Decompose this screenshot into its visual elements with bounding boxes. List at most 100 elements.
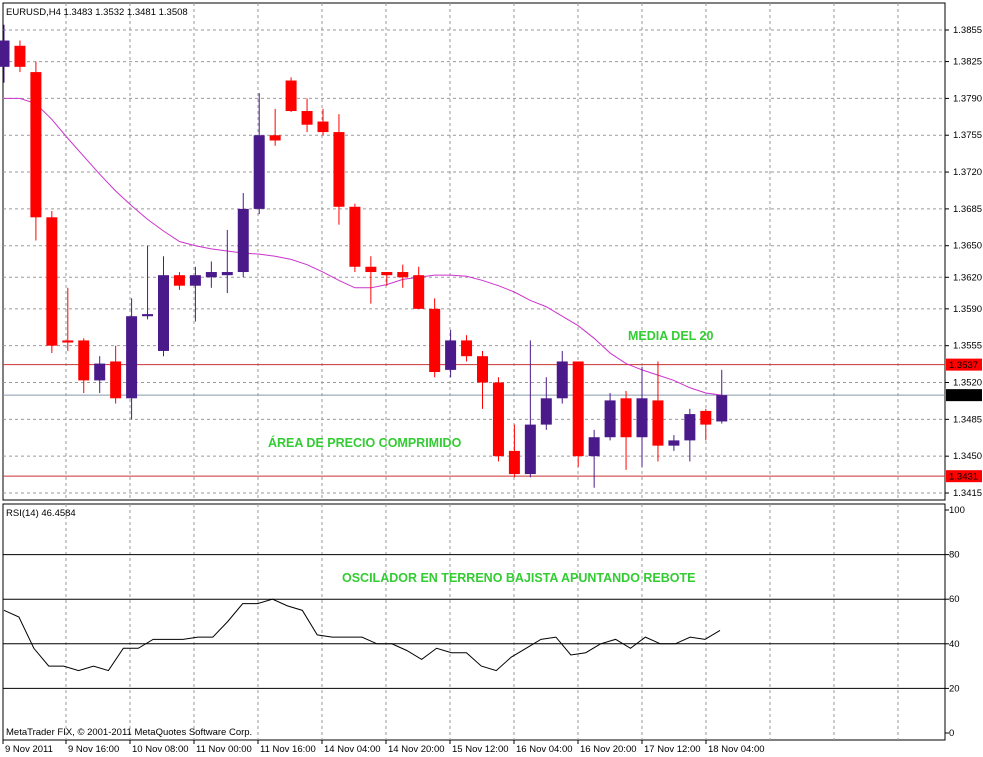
candle-body (349, 206, 361, 267)
price-ytick-label: 1.3485 (953, 414, 982, 425)
xtick-label: 15 Nov 12:00 (452, 744, 509, 755)
candle (508, 424, 520, 478)
candle (716, 369, 728, 424)
price-panel (0, 24, 945, 488)
candle-body (684, 414, 696, 441)
candle (0, 24, 10, 83)
candle-body (572, 361, 584, 457)
price-ytick-label: 1.3755 (953, 130, 982, 141)
price-tag-label: 1.3537 (949, 360, 978, 371)
candle-body (652, 400, 664, 446)
grid (2, 2, 946, 741)
candle (142, 245, 154, 320)
rsi-line (3, 598, 721, 672)
xtick-label: 9 Nov 16:00 (68, 744, 119, 755)
candle (445, 329, 457, 378)
xtick-label: 11 Nov 00:00 (196, 744, 252, 755)
rsi-ytick-label: 0 (949, 728, 954, 739)
candle (684, 408, 696, 462)
rsi-ytick-label: 20 (949, 683, 960, 694)
xtick-label: 17 Nov 12:00 (644, 744, 701, 755)
candle-body (317, 121, 329, 133)
copyright-text: MetaTrader FIX, © 2001-2011 MetaQuotes S… (6, 727, 252, 738)
price-tag-bg (946, 358, 982, 371)
candle (173, 272, 185, 290)
candle (620, 390, 632, 470)
price-ytick-label: 1.3415 (953, 488, 982, 499)
candle (14, 40, 26, 73)
candle (237, 193, 249, 278)
candle (588, 429, 600, 488)
candle-body (461, 340, 473, 357)
candle (492, 377, 504, 462)
candle-body (158, 275, 169, 351)
candle-body (30, 72, 42, 218)
candle-body (269, 135, 281, 141)
ma-label: MEDIA DEL 20 (628, 329, 713, 343)
candle (189, 266, 201, 322)
candle (636, 366, 648, 467)
xtick-label: 14 Nov 04:00 (324, 744, 381, 755)
candle (269, 108, 281, 146)
candle-body (492, 382, 504, 457)
candle-body (62, 340, 74, 343)
price-annotation: ÁREA DE PRECIO COMPRIMIDO (268, 435, 462, 450)
candle (158, 256, 169, 357)
candle (46, 210, 58, 354)
candle-body (588, 437, 600, 457)
candle-body (126, 316, 138, 399)
candle (110, 345, 122, 404)
moving-average-line (4, 97, 722, 396)
candle-body (508, 450, 520, 475)
price-ytick-label: 1.3825 (953, 57, 982, 68)
candle-body (636, 398, 648, 438)
xtick-label: 16 Nov 04:00 (516, 744, 573, 755)
candle (381, 272, 393, 286)
candle-body (397, 272, 409, 278)
candle (126, 298, 138, 420)
candle (30, 61, 42, 241)
candle-body (253, 135, 265, 209)
price-ytick-label: 1.3650 (953, 241, 982, 252)
candle-body (716, 395, 728, 422)
rsi-ytick-label: 60 (949, 594, 960, 605)
candle-body (445, 340, 457, 370)
price-ytick-label: 1.3555 (953, 341, 982, 352)
candle (62, 287, 74, 351)
rsi-annotation: OSCILADOR EN TERRENO BAJISTA APUNTANDO R… (342, 571, 696, 585)
candle (333, 114, 345, 225)
candle-body (556, 361, 568, 399)
candle-body (173, 275, 185, 286)
candle-body (604, 400, 616, 438)
candle-body (477, 356, 488, 383)
candle-body (0, 40, 10, 67)
candle (317, 108, 329, 136)
candle (397, 264, 409, 288)
price-ytick-label: 1.3685 (953, 204, 982, 215)
candle-body (620, 398, 632, 438)
candle (221, 229, 233, 294)
rsi-ytick-label: 100 (949, 505, 965, 516)
candle-body (381, 272, 393, 276)
candle-body (189, 275, 201, 286)
price-ytick-label: 1.3450 (953, 451, 982, 462)
price-ytick-label: 1.3720 (953, 167, 982, 178)
candle-body (700, 410, 712, 425)
candle (668, 435, 680, 451)
candle (477, 350, 488, 409)
candle (604, 393, 616, 441)
candle (413, 266, 425, 309)
candle-body (365, 266, 377, 273)
candle (365, 256, 377, 304)
rsi-chart-title: RSI(14) 46.4584 (6, 508, 76, 519)
candle-body (205, 272, 217, 278)
candle (301, 98, 313, 133)
candle-body (94, 363, 106, 381)
rsi-panel-frame (2, 503, 946, 741)
candle (205, 261, 217, 288)
price-ytick-label: 1.3590 (953, 304, 982, 315)
candle (461, 335, 473, 362)
xtick-label: 10 Nov 08:00 (132, 744, 189, 755)
xtick-label: 11 Nov 16:00 (260, 744, 316, 755)
